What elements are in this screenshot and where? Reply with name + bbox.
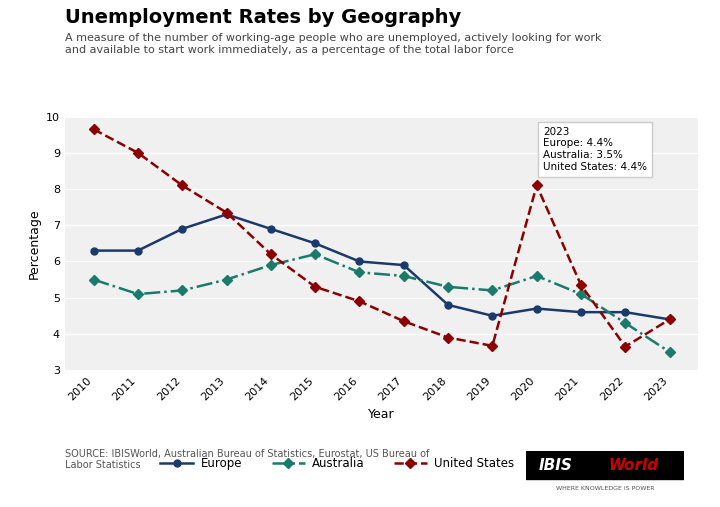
Legend: Europe, Australia, United States: Europe, Australia, United States [156,452,519,475]
United States [532,183,541,189]
Europe [665,316,674,322]
Australia [488,287,497,294]
Text: IBIS: IBIS [539,458,572,474]
Europe [178,226,186,232]
United States [400,318,408,324]
Europe [266,226,275,232]
Australia [178,287,186,294]
Text: SOURCE: IBISWorld, Australian Bureau of Statistics, Eurostat, US Bureau of
Labor: SOURCE: IBISWorld, Australian Bureau of … [65,449,429,470]
United States [178,183,186,189]
Europe [532,306,541,312]
Australia [577,291,585,297]
Australia [400,273,408,279]
X-axis label: Year: Year [369,408,395,421]
Text: Unemployment Rates by Geography: Unemployment Rates by Geography [65,8,461,26]
Europe [444,302,452,308]
Europe [621,309,629,315]
Australia [621,320,629,326]
Australia [532,273,541,279]
United States [311,284,320,290]
Text: World: World [608,458,658,474]
United States [355,298,364,304]
United States [134,150,143,156]
United States [222,209,231,215]
Australia [222,276,231,282]
United States [577,282,585,288]
Europe [355,259,364,265]
Australia [89,276,98,282]
Australia [665,349,674,355]
Y-axis label: Percentage: Percentage [27,208,40,279]
Line: United States: United States [90,126,673,350]
Europe [311,240,320,246]
Europe [400,262,408,268]
Text: A measure of the number of working-age people who are unemployed, actively looki: A measure of the number of working-age p… [65,33,601,55]
United States [488,343,497,349]
Australia [266,262,275,268]
Line: Australia: Australia [90,251,673,355]
Australia [355,269,364,275]
Text: WHERE KNOWLEDGE IS POWER: WHERE KNOWLEDGE IS POWER [556,486,654,491]
Europe [134,247,143,254]
United States [266,251,275,257]
Europe [488,313,497,319]
United States [89,126,98,132]
United States [665,316,674,322]
Australia [444,284,452,290]
Australia [311,251,320,257]
Line: Europe: Europe [90,211,673,323]
United States [621,344,629,350]
Europe [222,211,231,218]
Europe [89,247,98,254]
Text: 2023
Europe: 4.4%
Australia: 3.5%
United States: 4.4%: 2023 Europe: 4.4% Australia: 3.5% United… [543,127,647,171]
Bar [526,451,684,479]
United States [444,335,452,341]
Australia [134,291,143,297]
Europe [577,309,585,315]
